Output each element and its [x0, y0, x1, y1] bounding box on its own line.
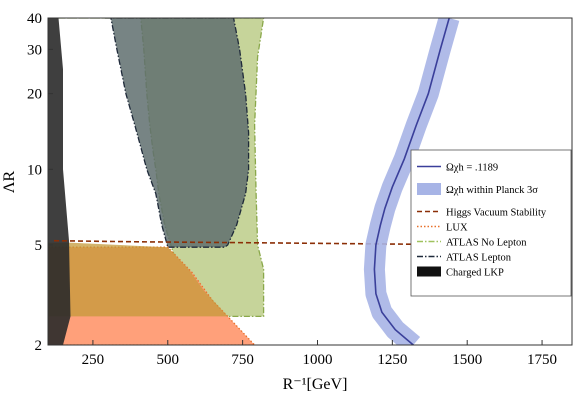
x-tick-label: 1000 [302, 352, 332, 368]
axis-ticks: 250 500 750 1000 1250 1500 1750 2 5 10 20 30 40 [27, 11, 557, 368]
legend-label: LUX [446, 223, 468, 234]
x-axis-title: R⁻¹[GeV] [283, 376, 348, 393]
y-tick-label: 20 [27, 87, 42, 103]
legend-swatch [417, 266, 441, 277]
legend-label: Higgs Vacuum Stability [446, 208, 547, 219]
plot-frame [47, 17, 573, 346]
region-charged-lkp [48, 18, 71, 345]
x-tick-label: 1500 [452, 352, 482, 368]
region-atlas-lepton [104, 18, 250, 248]
y-tick-label: 10 [27, 162, 42, 178]
legend-label: ATLAS Lepton [446, 253, 512, 264]
x-tick-label: 750 [231, 352, 254, 368]
y-tick-label: 5 [35, 238, 43, 254]
y-tick-label: 2 [35, 338, 43, 354]
x-tick-label: 1250 [377, 352, 407, 368]
legend-label: ATLAS No Lepton [446, 238, 527, 249]
x-tick-label: 500 [157, 352, 180, 368]
x-tick-label: 1750 [527, 352, 557, 368]
x-tick-label: 250 [82, 352, 105, 368]
legend: Ωχh = .1189 Ωχh within Planck 3σ Higgs Vac… [410, 149, 572, 297]
line-relic-density [373, 18, 450, 345]
y-tick-label: 30 [27, 42, 42, 58]
legend-label: Ωχh within Planck 3σ [446, 185, 538, 196]
plot-lines [53, 18, 572, 345]
legend-label: Charged LKP [446, 268, 504, 279]
legend-swatch [417, 183, 441, 195]
region-higgs-vacuum-stability [48, 242, 228, 317]
legend-label: Ωχh = .1189 [446, 163, 498, 174]
y-axis-title: ΛR [1, 171, 18, 194]
y-tick-label: 40 [27, 11, 42, 27]
